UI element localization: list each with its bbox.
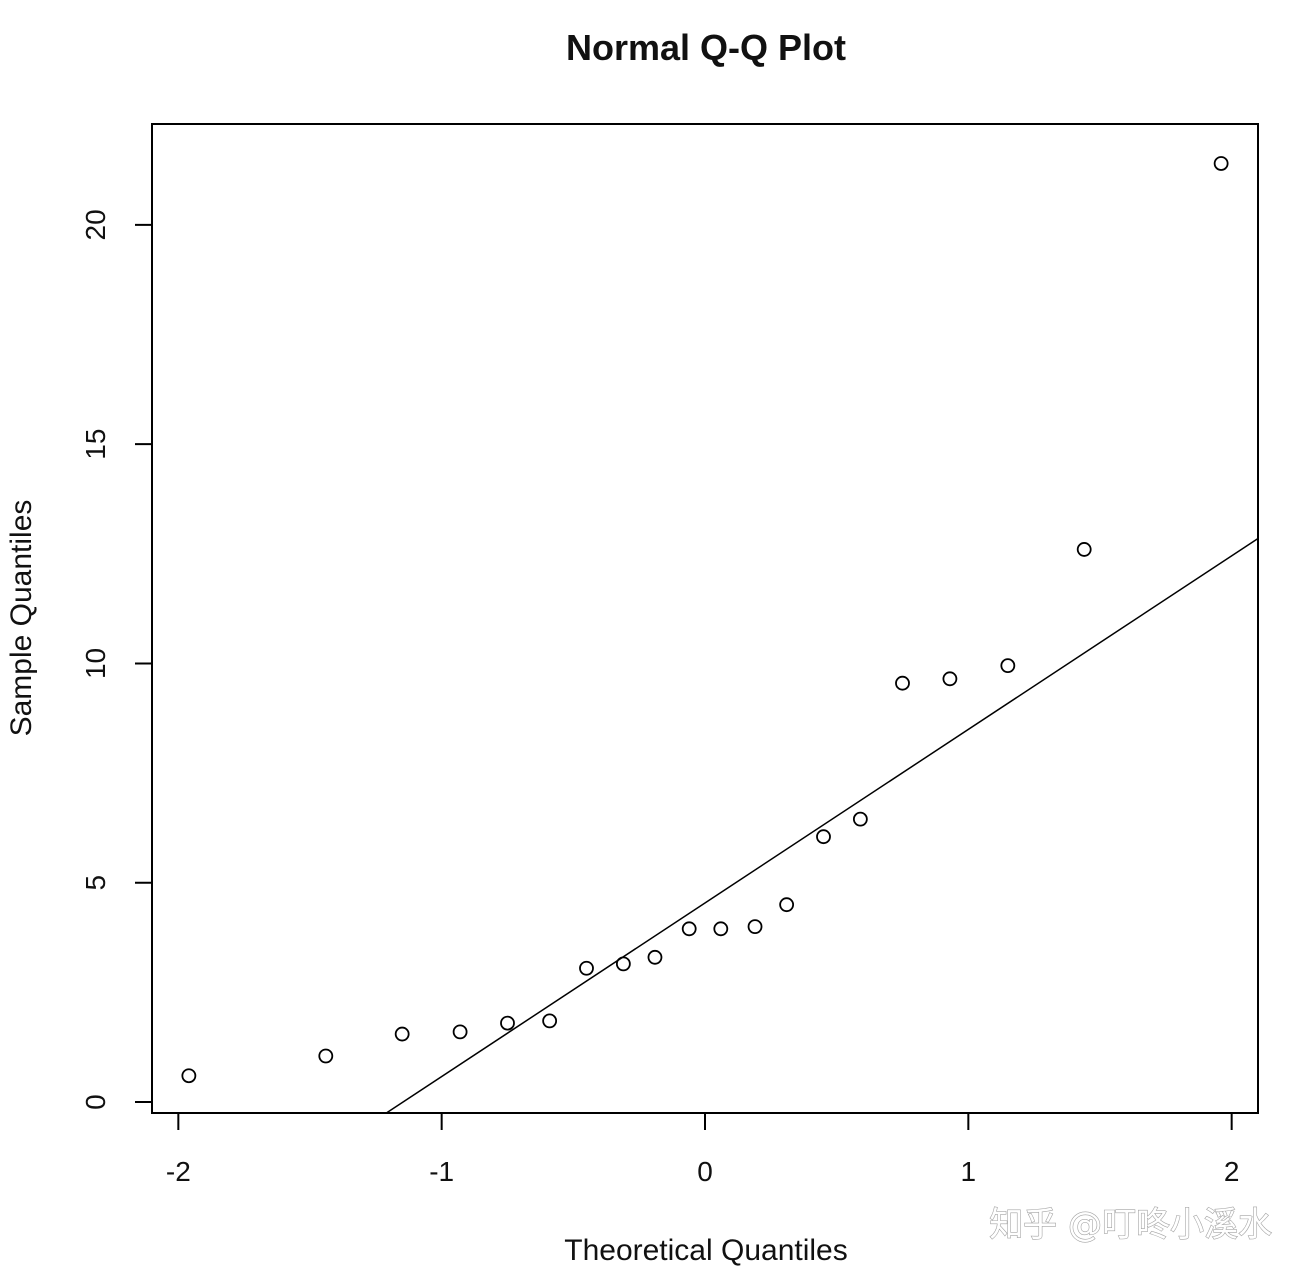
data-point [452, 1024, 468, 1040]
data-point [181, 1068, 197, 1084]
x-tick-label: -2 [166, 1156, 191, 1187]
data-point [579, 960, 594, 976]
y-tick-label: 0 [80, 1094, 111, 1110]
y-axis: 0 5 10 15 20 [80, 209, 153, 1110]
data-point [394, 1026, 410, 1042]
data-point [1000, 658, 1016, 674]
qq-reference-line [385, 537, 1259, 1114]
x-axis-label: Theoretical Quantiles [564, 1234, 847, 1267]
data-point [615, 956, 631, 972]
data-point [816, 829, 831, 845]
data-point [681, 921, 697, 937]
data-point [779, 897, 795, 913]
data-point [852, 811, 868, 827]
data-point [942, 671, 958, 687]
data-point [542, 1013, 558, 1029]
x-tick-label: 0 [697, 1156, 713, 1187]
x-tick-label: 2 [1224, 1156, 1240, 1187]
data-point [1076, 542, 1092, 557]
zhihu-watermark: 知乎 @叮咚小溪水 [989, 1205, 1272, 1245]
data-point [747, 919, 763, 935]
y-tick-label: 15 [80, 429, 111, 460]
x-axis: -2 -1 0 1 2 [166, 1112, 1240, 1187]
y-tick-label: 5 [80, 875, 111, 891]
data-point [1213, 156, 1229, 171]
chart-title: Normal Q-Q Plot [566, 27, 846, 68]
y-tick-label: 10 [80, 648, 111, 679]
y-tick-label: 20 [80, 209, 111, 240]
data-point [713, 921, 729, 937]
x-tick-label: -1 [429, 1156, 454, 1187]
plot-region [181, 156, 1259, 1114]
data-point [318, 1048, 334, 1064]
data-point [895, 675, 910, 691]
y-axis-label: Sample Quantiles [5, 500, 38, 737]
data-point [647, 949, 663, 965]
data-point [500, 1015, 515, 1031]
x-tick-label: 1 [961, 1156, 977, 1187]
